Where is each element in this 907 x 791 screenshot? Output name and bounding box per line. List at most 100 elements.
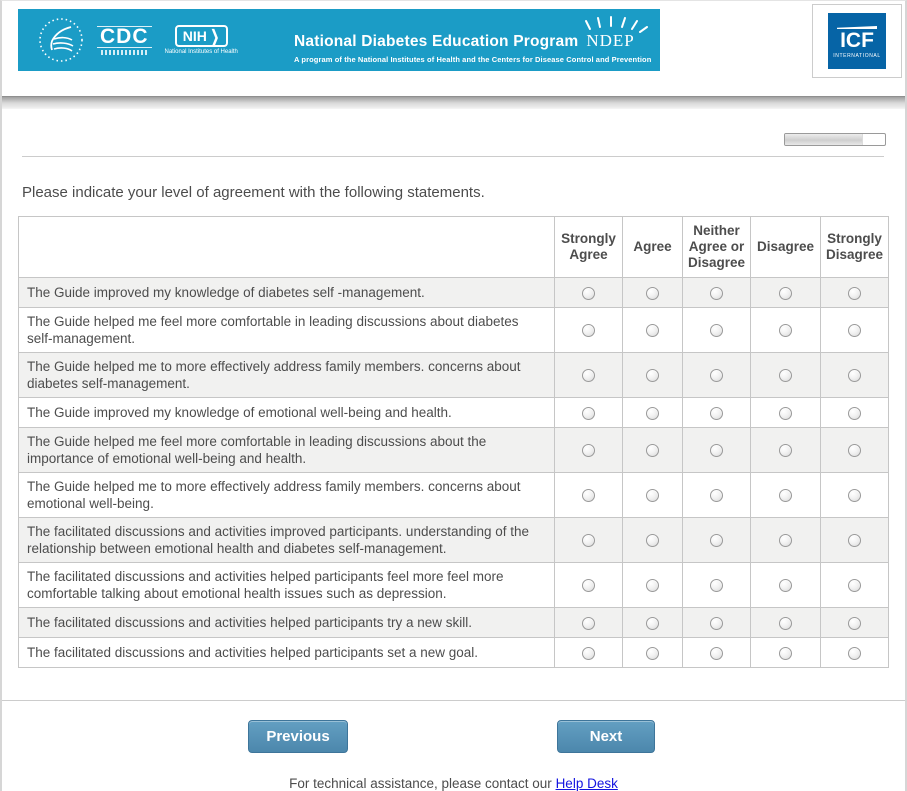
radio-neither-agree-or-disagree[interactable] bbox=[710, 616, 723, 630]
radio-disagree[interactable] bbox=[779, 646, 792, 660]
radio-disagree[interactable] bbox=[779, 369, 792, 383]
statement-cell: The facilitated discussions and activiti… bbox=[18, 607, 555, 638]
radio-disagree[interactable] bbox=[779, 579, 792, 593]
radio-neither-agree-or-disagree[interactable] bbox=[710, 406, 723, 420]
program-title: National Diabetes Education Program bbox=[294, 33, 579, 50]
ndep-logo-text: NDEP bbox=[586, 31, 635, 50]
icf-logo-rule bbox=[837, 26, 877, 29]
statement-cell: The Guide improved my knowledge of diabe… bbox=[18, 277, 555, 308]
radio-strongly-disagree[interactable] bbox=[848, 579, 861, 593]
radio-agree[interactable] bbox=[646, 616, 659, 630]
table-row: The facilitated discussions and activiti… bbox=[18, 562, 889, 608]
radio-agree[interactable] bbox=[646, 369, 659, 383]
radio-cell bbox=[750, 607, 821, 638]
radio-strongly-agree[interactable] bbox=[582, 286, 595, 300]
radio-strongly-disagree[interactable] bbox=[848, 534, 861, 548]
statement-cell: The facilitated discussions and activiti… bbox=[18, 637, 555, 668]
statement-cell: The facilitated discussions and activiti… bbox=[18, 562, 555, 608]
radio-strongly-agree[interactable] bbox=[582, 369, 595, 383]
radio-neither-agree-or-disagree[interactable] bbox=[710, 646, 723, 660]
statement-cell: The Guide helped me feel more comfortabl… bbox=[18, 427, 555, 473]
radio-strongly-agree[interactable] bbox=[582, 324, 595, 338]
radio-neither-agree-or-disagree[interactable] bbox=[710, 579, 723, 593]
radio-agree[interactable] bbox=[646, 324, 659, 338]
top-divider-line bbox=[22, 156, 884, 157]
radio-neither-agree-or-disagree[interactable] bbox=[710, 444, 723, 458]
radio-cell bbox=[554, 517, 623, 563]
column-header-disagree: Disagree bbox=[750, 216, 821, 278]
radio-cell bbox=[682, 607, 751, 638]
next-button[interactable]: Next bbox=[557, 720, 655, 753]
column-header-neither-agree-or-disagree: Neither Agree or Disagree bbox=[682, 216, 751, 278]
question-prompt: Please indicate your level of agreement … bbox=[22, 184, 485, 201]
radio-strongly-agree[interactable] bbox=[582, 579, 595, 593]
radio-cell bbox=[750, 472, 821, 518]
radio-agree[interactable] bbox=[646, 406, 659, 420]
radio-cell bbox=[820, 427, 889, 473]
radio-strongly-disagree[interactable] bbox=[848, 369, 861, 383]
radio-disagree[interactable] bbox=[779, 444, 792, 458]
radio-disagree[interactable] bbox=[779, 534, 792, 548]
radio-cell bbox=[750, 637, 821, 668]
radio-strongly-disagree[interactable] bbox=[848, 286, 861, 300]
radio-cell bbox=[682, 517, 751, 563]
radio-strongly-disagree[interactable] bbox=[848, 646, 861, 660]
header-row: Strongly Agree Agree Neither Agree or Disa… bbox=[18, 216, 889, 278]
previous-button[interactable]: Previous bbox=[248, 720, 348, 753]
radio-cell bbox=[820, 397, 889, 428]
radio-cell bbox=[750, 427, 821, 473]
radio-cell bbox=[554, 637, 623, 668]
radio-cell bbox=[682, 352, 751, 398]
table-row: The Guide improved my knowledge of diabe… bbox=[18, 277, 889, 308]
column-header-strongly-agree: Strongly Agree bbox=[554, 216, 623, 278]
radio-cell bbox=[750, 352, 821, 398]
radio-cell bbox=[554, 607, 623, 638]
table-row: The facilitated discussions and activiti… bbox=[18, 517, 889, 563]
radio-cell bbox=[622, 277, 683, 308]
radio-neither-agree-or-disagree[interactable] bbox=[710, 489, 723, 503]
nih-chevron-icon: ❭ bbox=[208, 26, 221, 46]
column-header-agree: Agree bbox=[622, 216, 683, 278]
radio-agree[interactable] bbox=[646, 646, 659, 660]
radio-disagree[interactable] bbox=[779, 616, 792, 630]
radio-cell bbox=[622, 307, 683, 353]
radio-strongly-agree[interactable] bbox=[582, 616, 595, 630]
radio-strongly-disagree[interactable] bbox=[848, 406, 861, 420]
statement-cell: The Guide improved my knowledge of emoti… bbox=[18, 397, 555, 428]
radio-disagree[interactable] bbox=[779, 489, 792, 503]
header: CDC NIH ❭ National Institutes of Health … bbox=[2, 1, 905, 96]
radio-disagree[interactable] bbox=[779, 406, 792, 420]
radio-cell bbox=[682, 562, 751, 608]
cdc-logo: CDC bbox=[97, 25, 152, 55]
radio-neither-agree-or-disagree[interactable] bbox=[710, 369, 723, 383]
radio-agree[interactable] bbox=[646, 579, 659, 593]
radio-agree[interactable] bbox=[646, 534, 659, 548]
banner-tagline: A program of the National Institutes of … bbox=[294, 55, 652, 64]
radio-strongly-agree[interactable] bbox=[582, 489, 595, 503]
ndep-rays-icon bbox=[585, 16, 649, 33]
radio-strongly-disagree[interactable] bbox=[848, 616, 861, 630]
radio-cell bbox=[554, 562, 623, 608]
radio-strongly-disagree[interactable] bbox=[848, 489, 861, 503]
radio-strongly-disagree[interactable] bbox=[848, 444, 861, 458]
radio-agree[interactable] bbox=[646, 489, 659, 503]
cdc-logo-text: CDC bbox=[97, 25, 152, 48]
radio-neither-agree-or-disagree[interactable] bbox=[710, 534, 723, 548]
header-divider bbox=[2, 96, 905, 109]
radio-strongly-disagree[interactable] bbox=[848, 324, 861, 338]
radio-agree[interactable] bbox=[646, 444, 659, 458]
radio-neither-agree-or-disagree[interactable] bbox=[710, 324, 723, 338]
radio-strongly-agree[interactable] bbox=[582, 444, 595, 458]
help-desk-link[interactable]: Help Desk bbox=[555, 776, 618, 791]
radio-strongly-agree[interactable] bbox=[582, 406, 595, 420]
radio-strongly-agree[interactable] bbox=[582, 534, 595, 548]
radio-strongly-agree[interactable] bbox=[582, 646, 595, 660]
radio-disagree[interactable] bbox=[779, 324, 792, 338]
radio-disagree[interactable] bbox=[779, 286, 792, 300]
radio-neither-agree-or-disagree[interactable] bbox=[710, 286, 723, 300]
radio-agree[interactable] bbox=[646, 286, 659, 300]
radio-cell bbox=[682, 307, 751, 353]
radio-cell bbox=[682, 397, 751, 428]
table-row: The Guide helped me feel more comfortabl… bbox=[18, 427, 889, 473]
radio-cell bbox=[554, 472, 623, 518]
